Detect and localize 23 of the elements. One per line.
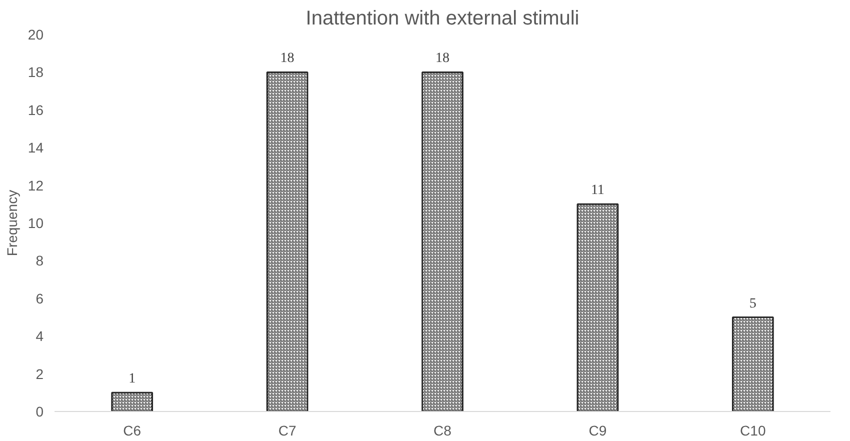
- y-tick-label: 16: [28, 102, 44, 118]
- y-tick-label: 4: [36, 328, 44, 344]
- data-label: 18: [436, 51, 450, 66]
- x-tick-label: C8: [434, 422, 452, 438]
- chart-title: Inattention with external stimuli: [306, 8, 580, 30]
- y-tick-label: 10: [28, 215, 44, 231]
- x-tick-label: C7: [278, 422, 296, 438]
- y-tick-label: 20: [28, 26, 44, 42]
- y-tick-label: 14: [28, 140, 44, 156]
- y-tick-label: 8: [36, 252, 44, 269]
- data-label: 1: [128, 372, 136, 387]
- y-axis-title: Frequency: [4, 190, 20, 256]
- y-tick-label: 12: [28, 177, 44, 194]
- data-label: 5: [749, 296, 756, 312]
- x-tick-label: C10: [740, 422, 766, 438]
- y-tick-label: 2: [36, 366, 44, 382]
- y-tick-label: 18: [28, 64, 44, 80]
- data-label: 11: [590, 183, 604, 198]
- y-tick-label: 6: [36, 290, 44, 306]
- data-label: 18: [280, 51, 294, 66]
- y-tick-label: 0: [36, 404, 44, 420]
- x-tick-label: C9: [588, 422, 607, 438]
- x-tick-label: C6: [123, 422, 142, 438]
